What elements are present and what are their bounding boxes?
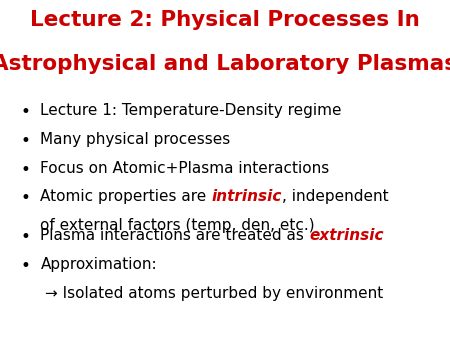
Text: •: • [20, 161, 30, 178]
Text: , independent: , independent [282, 189, 389, 204]
Text: •: • [20, 103, 30, 121]
Text: Plasma interactions are treated as: Plasma interactions are treated as [40, 228, 309, 243]
Text: Many physical processes: Many physical processes [40, 132, 231, 147]
Text: Atomic properties are: Atomic properties are [40, 189, 212, 204]
Text: •: • [20, 228, 30, 246]
Text: Approximation:: Approximation: [40, 257, 157, 272]
Text: •: • [20, 132, 30, 150]
Text: of external factors (temp, den, etc.): of external factors (temp, den, etc.) [40, 218, 315, 233]
Text: Astrophysical and Laboratory Plasmas: Astrophysical and Laboratory Plasmas [0, 54, 450, 74]
Text: Lecture 2: Physical Processes In: Lecture 2: Physical Processes In [30, 10, 420, 30]
Text: •: • [20, 257, 30, 275]
Text: •: • [20, 189, 30, 207]
Text: → Isolated atoms perturbed by environment: → Isolated atoms perturbed by environmen… [45, 286, 383, 300]
Text: intrinsic: intrinsic [212, 189, 282, 204]
Text: extrinsic: extrinsic [309, 228, 384, 243]
Text: Lecture 1: Temperature-Density regime: Lecture 1: Temperature-Density regime [40, 103, 342, 118]
Text: Focus on Atomic+Plasma interactions: Focus on Atomic+Plasma interactions [40, 161, 330, 175]
